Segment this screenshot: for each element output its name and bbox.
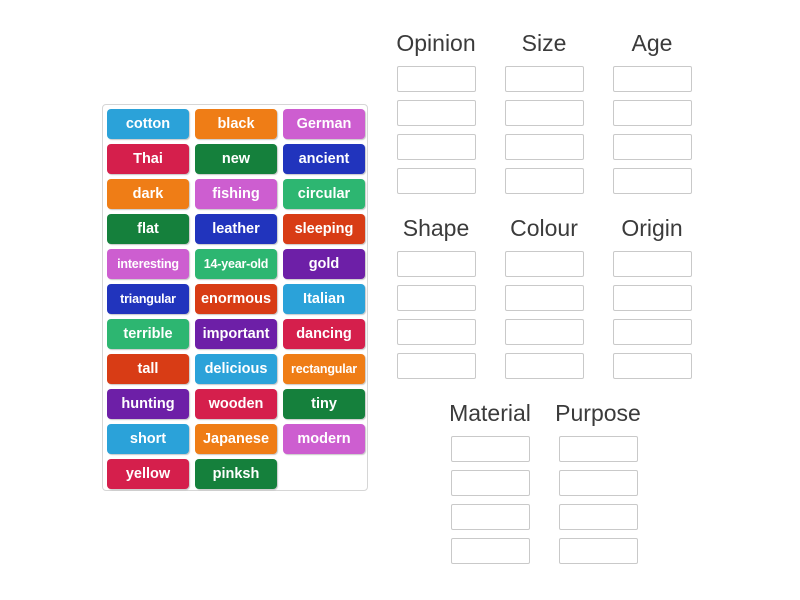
drop-slot-origin-2[interactable] [612,285,692,311]
tile-grid: cotton black German Thai new ancient dark fishi… [103,105,367,493]
tile-modern[interactable]: modern [283,424,365,454]
drop-slot-size-1[interactable] [504,66,584,92]
group-header-shape: Shape [402,215,470,241]
drop-slot-opinion-2[interactable] [396,100,476,126]
drop-slot-size-2[interactable] [504,100,584,126]
tile-black[interactable]: black [195,109,277,139]
tile-japanese[interactable]: Japanese [195,424,277,454]
drop-slot-age-4[interactable] [612,168,692,194]
tile-enormous[interactable]: enormous [195,284,277,314]
drop-slot-material-3[interactable] [450,504,530,530]
drop-slot-size-4[interactable] [504,168,584,194]
tile-new[interactable]: new [195,144,277,174]
drop-slot-opinion-4[interactable] [396,168,476,194]
tile-short[interactable]: short [107,424,189,454]
drop-slot-purpose-3[interactable] [558,504,638,530]
drop-slot-origin-1[interactable] [612,251,692,277]
drop-slot-origin-3[interactable] [612,319,692,345]
tile-triangular[interactable]: triangular [107,284,189,314]
drop-slot-colour-4[interactable] [504,353,584,379]
tile-terrible[interactable]: terrible [107,319,189,349]
tile-yellow[interactable]: yellow [107,459,189,489]
drop-slot-purpose-2[interactable] [558,470,638,496]
tile-delicious[interactable]: delicious [195,354,277,384]
drop-slot-age-1[interactable] [612,66,692,92]
group-material: Material [440,399,540,572]
group-shape: Shape [386,214,486,387]
tile-hunting[interactable]: hunting [107,389,189,419]
drop-slot-size-3[interactable] [504,134,584,160]
group-age: Age [602,29,702,202]
tile-ancient[interactable]: ancient [283,144,365,174]
drop-slot-age-2[interactable] [612,100,692,126]
drop-slot-shape-2[interactable] [396,285,476,311]
tile-tiny[interactable]: tiny [283,389,365,419]
tile-german[interactable]: German [283,109,365,139]
tile-sleeping[interactable]: sleeping [283,214,365,244]
group-header-origin: Origin [621,215,683,241]
group-header-size: Size [521,30,567,56]
tile-italian[interactable]: Italian [283,284,365,314]
group-purpose: Purpose [548,399,648,572]
word-bank-panel: cotton black German Thai new ancient dark fishi… [102,104,368,491]
group-opinion: Opinion [386,29,486,202]
group-row-1: Opinion Size Age [386,29,702,202]
tile-circular[interactable]: circular [283,179,365,209]
group-size: Size [494,29,594,202]
drop-slot-colour-2[interactable] [504,285,584,311]
group-origin: Origin [602,214,702,387]
tile-rectangular[interactable]: rectangular [283,354,365,384]
drop-slot-material-1[interactable] [450,436,530,462]
drop-slot-origin-4[interactable] [612,353,692,379]
tile-fishing[interactable]: fishing [195,179,277,209]
drop-slot-opinion-1[interactable] [396,66,476,92]
group-colour: Colour [494,214,594,387]
drop-slot-shape-4[interactable] [396,353,476,379]
tile-pinksh[interactable]: pinksh [195,459,277,489]
group-header-purpose: Purpose [555,400,641,426]
tile-leather[interactable]: leather [195,214,277,244]
group-header-age: Age [631,30,673,56]
drop-slot-purpose-1[interactable] [558,436,638,462]
drop-slot-material-2[interactable] [450,470,530,496]
drop-slot-shape-3[interactable] [396,319,476,345]
tile-cotton[interactable]: cotton [107,109,189,139]
drop-slot-material-4[interactable] [450,538,530,564]
tile-wooden[interactable]: wooden [195,389,277,419]
drop-slot-shape-1[interactable] [396,251,476,277]
drop-slot-purpose-4[interactable] [558,538,638,564]
tile-dark[interactable]: dark [107,179,189,209]
group-row-2: Shape Colour Origin [386,214,702,387]
tile-flat[interactable]: flat [107,214,189,244]
drop-slot-colour-3[interactable] [504,319,584,345]
group-header-material: Material [449,400,531,426]
tile-dancing[interactable]: dancing [283,319,365,349]
tile-interesting[interactable]: interesting [107,249,189,279]
tile-important[interactable]: important [195,319,277,349]
group-row-3: Material Purpose [440,399,648,572]
tile-14-year-old[interactable]: 14-year-old [195,249,277,279]
drop-slot-colour-1[interactable] [504,251,584,277]
group-header-colour: Colour [510,215,578,241]
tile-gold[interactable]: gold [283,249,365,279]
drop-slot-opinion-3[interactable] [396,134,476,160]
group-header-opinion: Opinion [396,30,476,56]
drop-slot-age-3[interactable] [612,134,692,160]
tile-tall[interactable]: tall [107,354,189,384]
tile-thai[interactable]: Thai [107,144,189,174]
